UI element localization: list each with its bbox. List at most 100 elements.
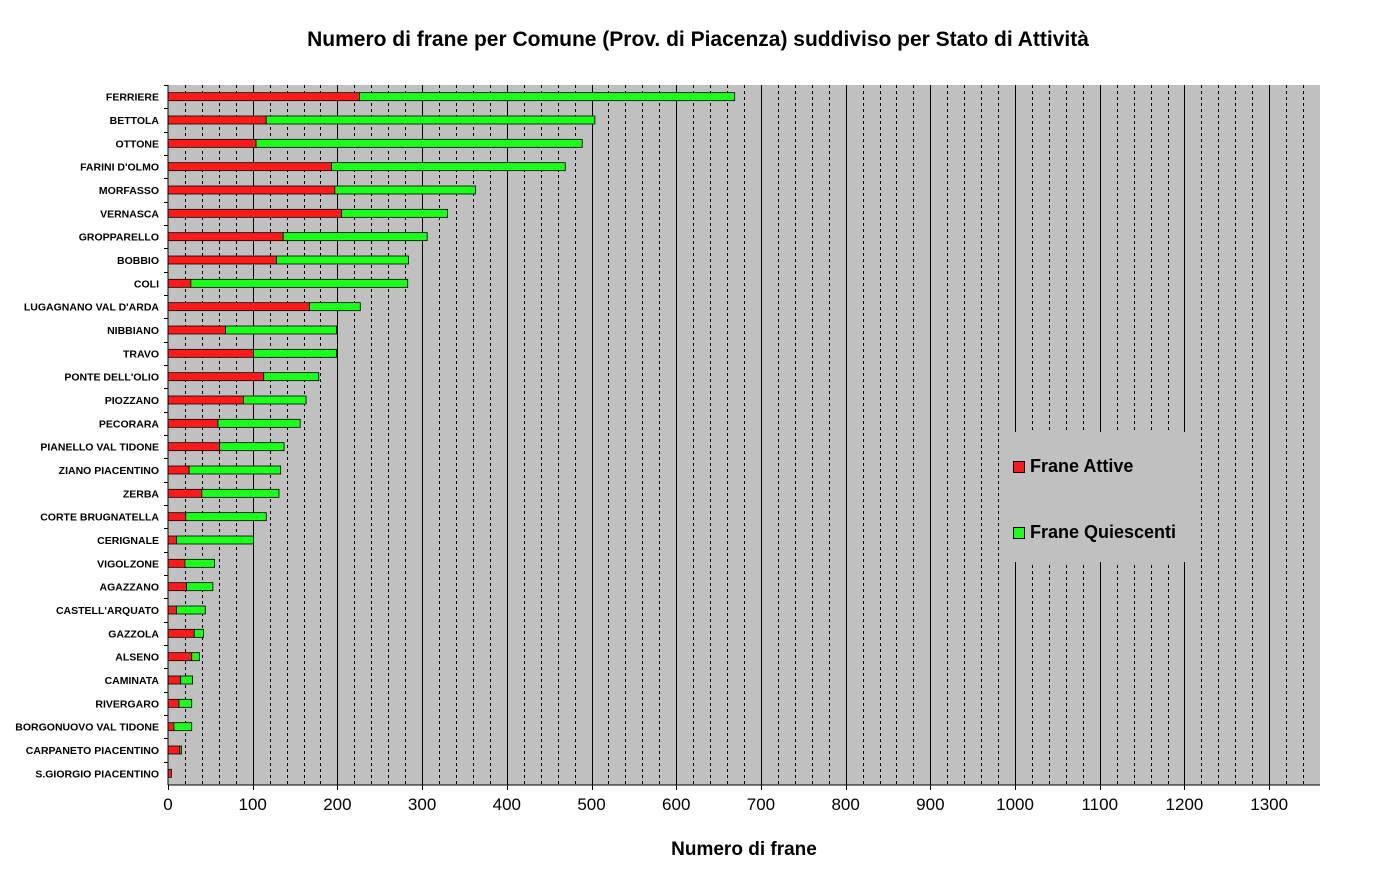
bar-quiescent [341,208,448,218]
bar-active [167,255,277,265]
bar-quiescent [255,138,583,148]
category-label: VIGOLZONE [97,558,159,570]
category-label: RIVERGARO [95,698,159,710]
bar-quiescent [179,745,182,755]
bar-active [167,395,244,405]
category-label: CERIGNALE [97,535,159,547]
bar-quiescent [309,302,361,312]
bars [167,92,736,778]
bar-active [167,768,172,778]
x-tick-label: 800 [831,795,859,814]
x-tick-label: 500 [577,795,605,814]
bar-active [167,92,360,102]
category-label: S.GIORGIO PIACENTINO [35,768,159,780]
x-tick-label: 700 [747,795,775,814]
bar-active [167,652,193,662]
x-tick-label: 1100 [1081,795,1118,814]
bar-active [167,722,175,732]
bar-active [167,208,343,218]
category-label: GROPPARELLO [79,232,159,244]
category-label: CASTELL'ARQUATO [56,605,159,617]
category-label: COLI [134,278,159,290]
x-tick-label: 300 [408,795,436,814]
bar-quiescent [242,395,307,405]
minor-gridlines [185,85,1304,785]
bar-active [167,745,181,755]
category-label: CARPANETO PIACENTINO [26,745,159,757]
bar-quiescent [276,255,409,265]
bar-active [167,115,267,125]
category-label: CORTE BRUGNATELLA [40,512,159,524]
bar-active [167,675,182,685]
category-label: FARINI D'OLMO [80,162,159,174]
bar-quiescent [176,605,206,615]
category-label: CAMINATA [105,675,160,687]
category-label: PIANELLO VAL TIDONE [40,442,159,454]
x-tick-label: 200 [323,795,351,814]
bar-quiescent [178,698,193,708]
bar-quiescent [180,675,193,685]
bar-quiescent [185,512,267,522]
bar-active [167,278,192,288]
category-label: PONTE DELL'OLIO [64,372,159,384]
legend: Frane Attive Frane Quiescenti [1003,432,1186,562]
bar-quiescent [188,465,282,475]
tick-labels: 0 100 200 300 400 500 600 700 800 900 1000 1100 1200… [163,795,1288,814]
category-label: OTTONE [115,138,159,150]
bar-quiescent [176,535,254,545]
legend-label-active: Frane Attive [1030,456,1134,476]
legend-label-quiescent: Frane Quiescenti [1030,522,1177,542]
chart-title: Numero di frane per Comune (Prov. di Pia… [307,28,1089,51]
bar-quiescent [253,348,337,358]
bar-active [167,628,195,638]
bar-quiescent [190,278,409,288]
x-tick-label: 600 [662,795,690,814]
bar-active [167,372,265,382]
bar-active [167,535,177,545]
bar-quiescent [331,162,566,172]
bar-active [167,512,187,522]
bar-quiescent [263,372,320,382]
bar-quiescent [201,488,280,498]
x-tick-label: 400 [493,795,521,814]
category-label: LUGAGNANO VAL D'ARDA [24,302,160,314]
bar-quiescent [265,115,596,125]
bar-active [167,698,180,708]
bar-quiescent [186,582,214,592]
bar-active [167,325,226,335]
category-label: VERNASCA [100,208,159,220]
bar-quiescent [334,185,476,195]
category-label: BOBBIO [117,255,159,267]
category-label: ZERBA [123,488,160,500]
category-labels: FERRIERE BETTOLA OTTONE FARINI D'OLMO MORFAS… [15,92,159,781]
x-tick-label: 900 [916,795,944,814]
bar-active [167,582,188,592]
bar-active [167,162,332,172]
category-label: NIBBIANO [107,325,159,337]
bar-quiescent [173,722,193,732]
bar-active [167,185,336,195]
bar-quiescent [359,92,736,102]
category-label: ALSENO [115,652,159,664]
bar-active [167,232,284,242]
bar-quiescent [184,558,215,568]
category-label: BETTOLA [110,115,160,127]
category-label: TRAVO [123,348,159,360]
bar-active [167,558,186,568]
bar-active [167,605,177,615]
legend-item-active: Frane Attive [1013,456,1133,477]
category-label: PECORARA [99,418,160,430]
category-label: ZIANO PIACENTINO [59,465,159,477]
x-tick-label: 100 [239,795,267,814]
bar-quiescent [217,418,301,428]
bar-quiescent [193,628,204,638]
bar-active [167,442,221,452]
bar-active [167,488,203,498]
bar-active [167,418,219,428]
x-tick-label: 1000 [996,795,1034,814]
category-label: MORFASSO [99,185,159,197]
bar-quiescent [191,652,200,662]
bar-active [167,302,310,312]
category-label: FERRIERE [106,92,159,104]
